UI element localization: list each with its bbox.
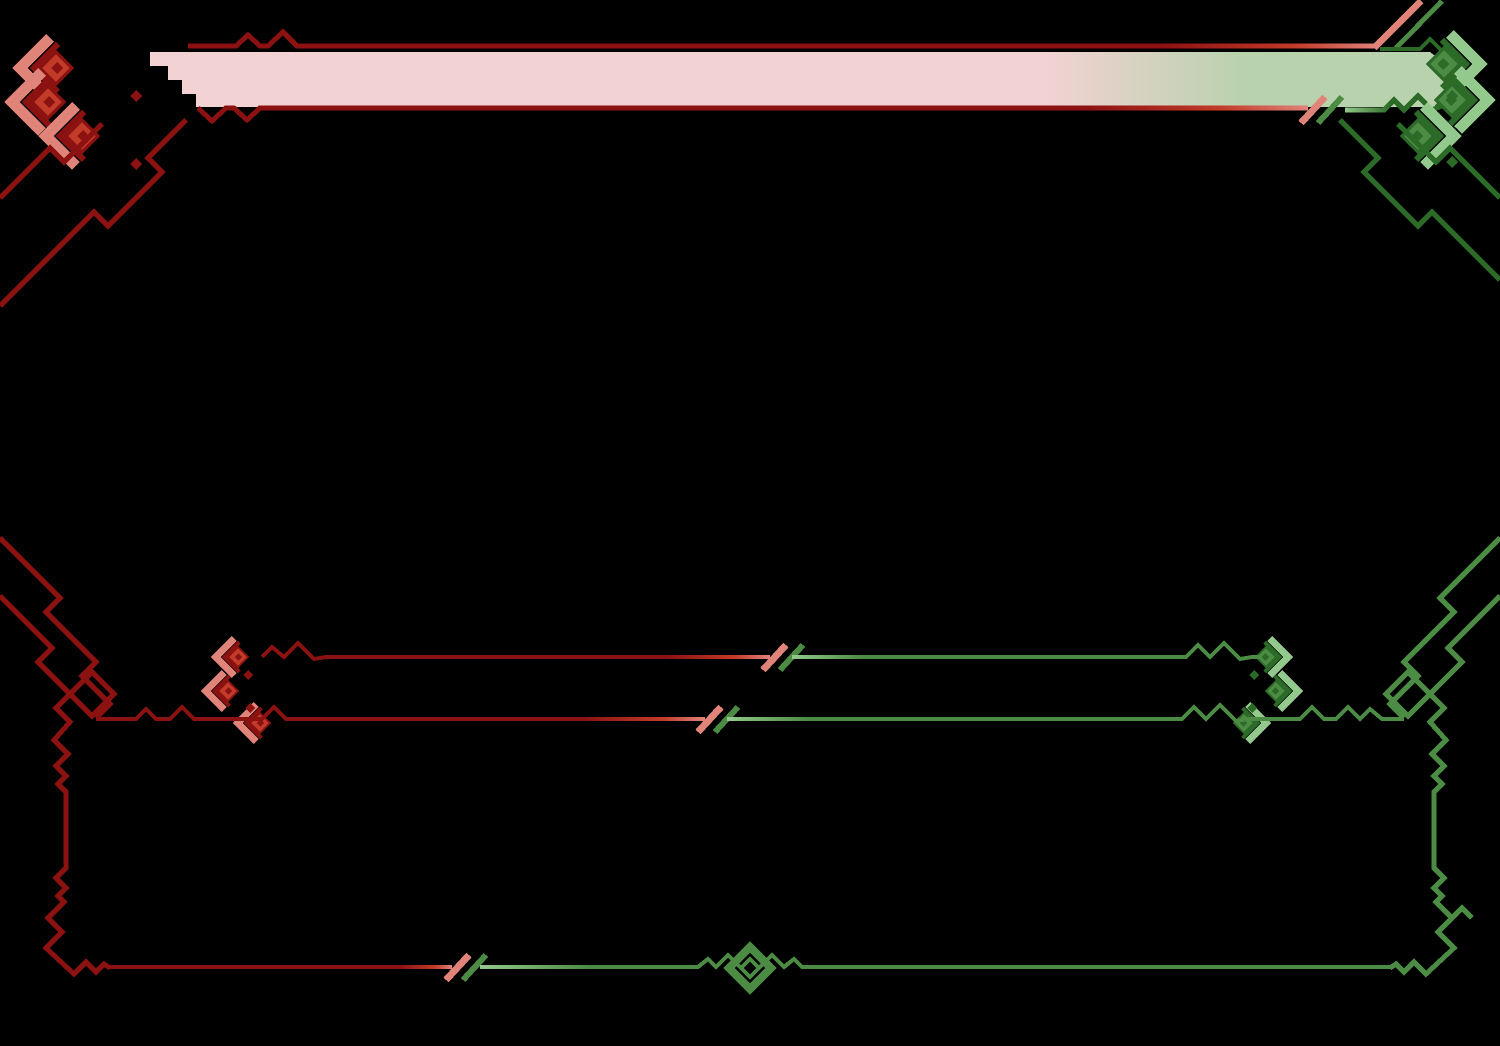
upper-divider-green — [792, 640, 1262, 662]
right-knot-diamond — [1382, 668, 1434, 720]
upper-divider-break — [760, 642, 806, 673]
upper-divider-line — [260, 640, 1262, 673]
banner-bottom-border-red — [196, 105, 1308, 125]
cluster-dot — [245, 703, 255, 713]
banner-top-border — [188, 28, 1377, 49]
mid-left-chevron-cluster — [206, 638, 270, 741]
lower-divider-green — [727, 702, 1404, 724]
upper-divider-red — [260, 640, 770, 662]
lower-divider-line — [96, 702, 1404, 735]
cluster-dot — [243, 670, 253, 680]
top-right-chevron-cluster — [1402, 34, 1488, 168]
bottom-border-break — [443, 952, 489, 983]
right-knot-stub — [1446, 904, 1474, 924]
cluster-dot — [130, 158, 142, 170]
cluster-dot — [1249, 670, 1259, 680]
left-knot-diamond — [66, 668, 118, 720]
banner-break-symbol — [1298, 94, 1345, 126]
banner-fill — [150, 52, 1466, 107]
top-banner — [150, 0, 1469, 126]
cluster-dot — [1446, 90, 1458, 102]
upper-left-diagonals — [0, 118, 188, 308]
lower-left-knot — [0, 536, 118, 978]
mid-right-chevron-cluster — [1234, 638, 1298, 741]
bottom-center-diamond — [723, 941, 777, 995]
cluster-dot — [130, 90, 142, 102]
lower-divider-break — [695, 704, 741, 735]
bottom-border-green — [480, 952, 1392, 971]
upper-right-diagonals — [1338, 118, 1500, 282]
banner-top-bend-salmon — [1371, 0, 1424, 51]
cluster-dot — [1446, 156, 1458, 168]
top-left-chevron-cluster — [12, 38, 142, 170]
cluster-dot — [1247, 703, 1257, 713]
bottom-border-line — [108, 941, 1392, 995]
left-vertical-zigzag — [0, 594, 112, 978]
right-vertical-zigzag — [1388, 594, 1500, 978]
lower-divider-red — [96, 704, 705, 721]
lower-right-knot — [1382, 536, 1500, 978]
banner-top-bend-green — [1394, 0, 1444, 50]
